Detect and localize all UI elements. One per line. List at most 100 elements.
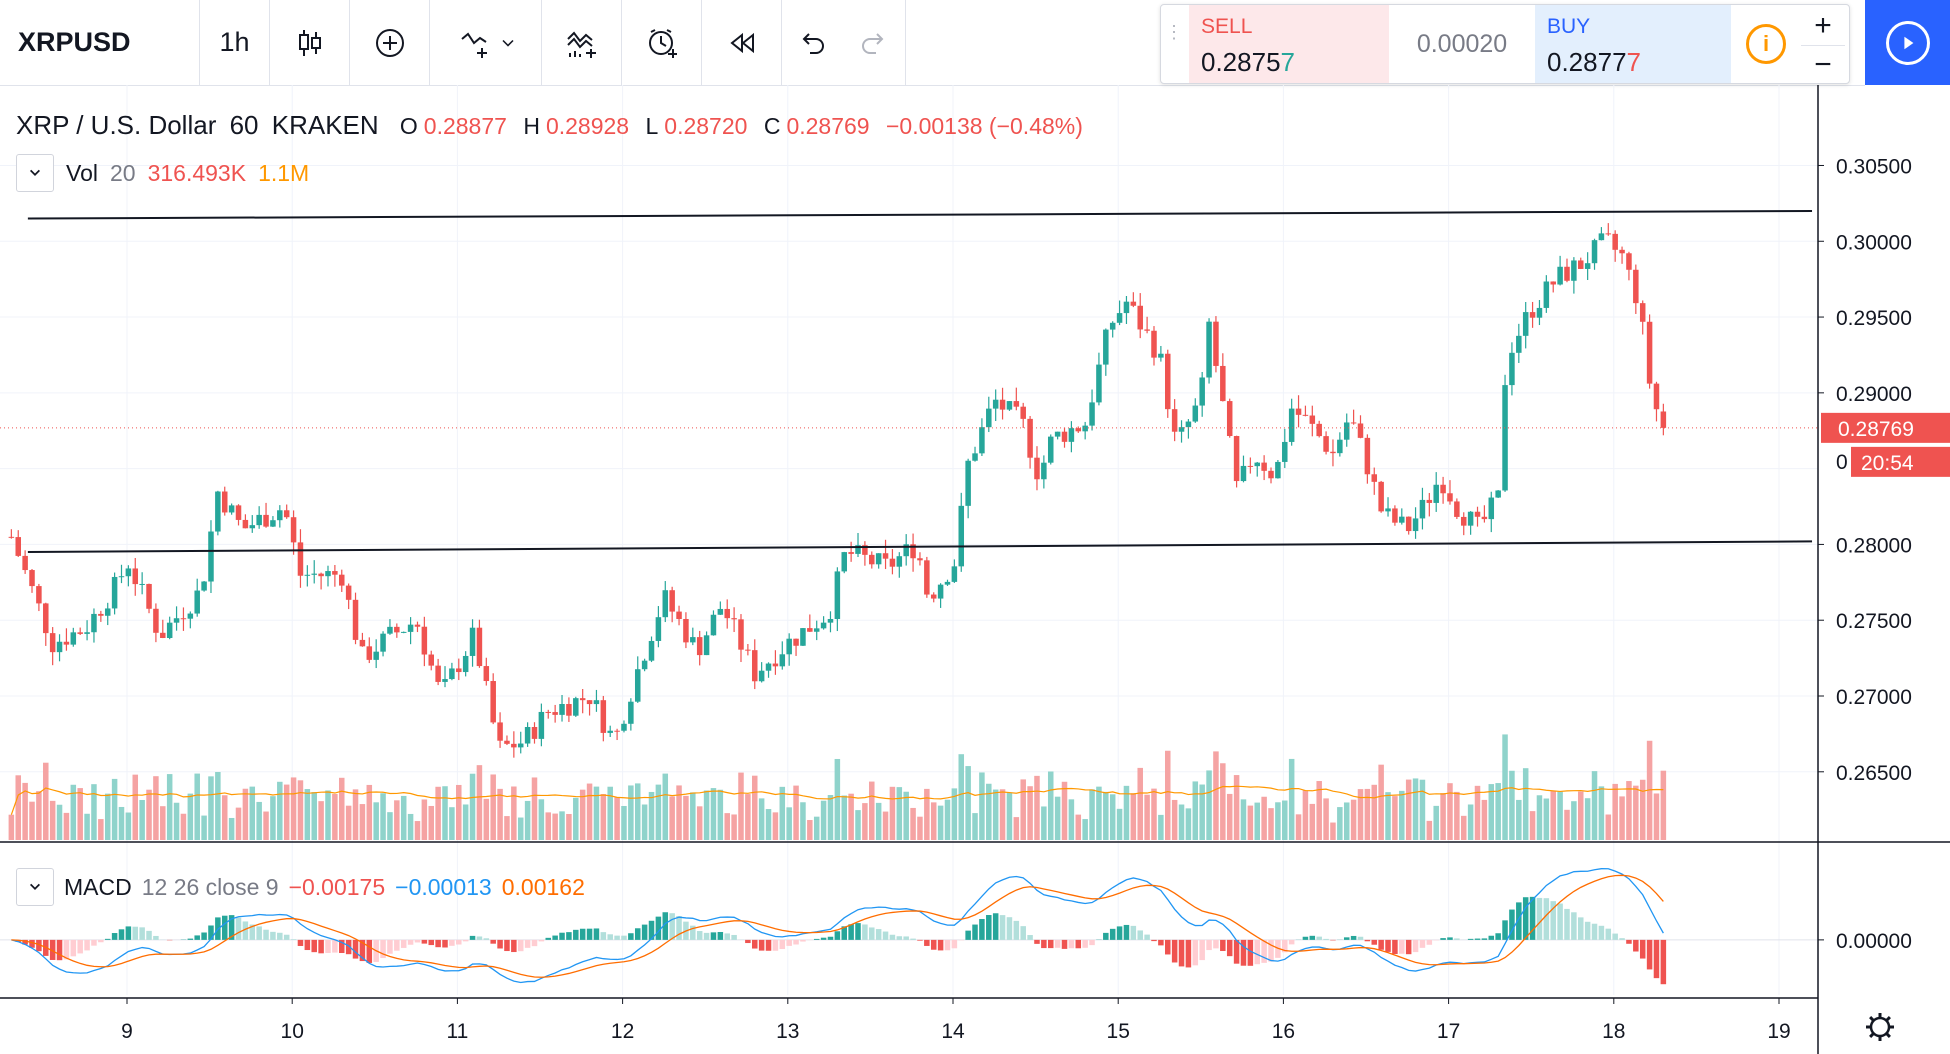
candle-body	[1343, 422, 1350, 440]
candle-body	[1041, 462, 1047, 480]
candle	[208, 520, 214, 594]
macd-hist-bar	[662, 912, 669, 940]
drag-handle-icon[interactable]: ⋮⋮	[1165, 22, 1205, 42]
candle	[930, 592, 937, 603]
macd-hist-bar	[731, 934, 737, 940]
volume-collapse-button[interactable]	[16, 154, 54, 192]
buy-button[interactable]: BUY 0.28777	[1535, 5, 1731, 83]
candle-body	[1178, 427, 1185, 432]
settings-gear-icon[interactable]	[1866, 1013, 1894, 1041]
volume-bar	[208, 776, 214, 840]
macd-hist-bar	[710, 932, 717, 940]
chart-grid	[0, 85, 1818, 995]
candle	[1068, 421, 1075, 453]
volume-bar	[1350, 799, 1357, 840]
candle-body	[345, 585, 352, 600]
candle-body	[1130, 301, 1137, 306]
indicators-button[interactable]	[542, 0, 622, 85]
redo-button[interactable]	[842, 0, 906, 85]
candle	[490, 673, 496, 725]
macd-collapse-button[interactable]	[16, 868, 54, 906]
candle-body	[1213, 321, 1219, 366]
sell-label: SELL	[1201, 15, 1253, 38]
candle-body	[772, 663, 779, 667]
decrease-button[interactable]: −	[1801, 45, 1845, 84]
volume-bar	[1364, 788, 1371, 840]
trade-toggle-button[interactable]	[1865, 0, 1950, 85]
volume-bar	[1302, 790, 1309, 840]
macd-hist-bar	[910, 938, 916, 940]
macd-hist-bar	[449, 939, 455, 946]
candle-body	[476, 627, 483, 667]
macd-hist-bar	[1109, 928, 1116, 940]
volume-bar	[882, 811, 889, 840]
alert-button[interactable]	[622, 0, 702, 85]
price-chart[interactable]: 0.30500 0.30000 0.29500 0.29000 0.28000 0.275…	[0, 85, 1950, 1054]
alert-icon	[648, 28, 677, 58]
interval-button[interactable]: 1h	[200, 0, 270, 85]
price-tick-label: 0.27000	[1836, 686, 1912, 709]
volume-bar	[1619, 796, 1625, 840]
sell-button[interactable]: SELL 0.28757	[1189, 5, 1389, 83]
undo-button[interactable]	[782, 0, 842, 85]
macd-hist-bar	[703, 932, 710, 940]
volume-bar	[235, 807, 242, 840]
sell-price: 0.28757	[1201, 47, 1295, 77]
trade-panel: ⋮⋮ SELL 0.28757 0.00020 BUY 0.28777 i + …	[1160, 4, 1850, 84]
macd-hist-bar	[875, 929, 882, 940]
volume-bar	[807, 820, 813, 840]
macd-hist-bar	[1151, 939, 1157, 942]
candle-body	[531, 727, 538, 739]
volume-bar	[1509, 770, 1515, 840]
candle	[1591, 238, 1598, 270]
trendlines[interactable]	[27, 209, 1813, 553]
candle-body	[462, 655, 469, 673]
price-tick-label: 0.27500	[1836, 610, 1912, 633]
candle-body	[579, 698, 586, 701]
macd-hist-bar	[1543, 898, 1550, 940]
drawing-button[interactable]	[430, 0, 542, 85]
macd-hist-bar	[1419, 939, 1426, 948]
macd-line	[11, 868, 1664, 984]
candle-body	[1591, 240, 1598, 264]
info-icon[interactable]: i	[1746, 24, 1786, 64]
macd-hist-bar	[1564, 908, 1570, 940]
macd-hist-bar	[607, 934, 613, 940]
candle-body	[325, 571, 331, 577]
chart-style-button[interactable]	[270, 0, 350, 85]
candle-body	[166, 622, 173, 638]
candle	[462, 651, 469, 677]
candle-body	[573, 698, 579, 716]
candle-body	[944, 581, 951, 585]
volume-bar	[552, 813, 558, 840]
candle	[862, 541, 868, 566]
volume-bar	[456, 784, 462, 840]
macd-hist-bar	[717, 931, 724, 940]
increase-button[interactable]: +	[1814, 9, 1832, 42]
replay-button[interactable]	[702, 0, 782, 85]
macd-hist-bar	[132, 926, 139, 940]
macd-hist-bar	[77, 939, 83, 954]
candle-body	[36, 586, 42, 604]
compare-add-button[interactable]	[350, 0, 430, 85]
candle	[999, 387, 1006, 420]
volume-bar	[1392, 796, 1398, 840]
candle	[1626, 251, 1632, 281]
macd-hist-bar	[228, 915, 235, 940]
candle	[793, 638, 799, 656]
volume-bar	[669, 796, 675, 840]
volume-bar	[359, 804, 366, 840]
candle-body	[710, 614, 717, 636]
volume-bar	[428, 805, 434, 840]
candle-body	[1405, 516, 1412, 532]
macd-hist-bar	[621, 935, 627, 940]
candle-body	[497, 722, 503, 741]
legend-title: XRP / U.S. Dollar	[16, 110, 217, 140]
volume-bar	[1109, 794, 1116, 840]
macd-hist-bar	[1447, 937, 1453, 940]
candle-body	[758, 670, 765, 682]
macd-hist-bar	[882, 931, 889, 940]
candle-body	[896, 556, 903, 567]
macd-legend: MACD 12 26 close 9 −0.00175 −0.00013 0.0…	[16, 868, 585, 906]
symbol-search-button[interactable]: XRPUSD	[0, 0, 200, 85]
